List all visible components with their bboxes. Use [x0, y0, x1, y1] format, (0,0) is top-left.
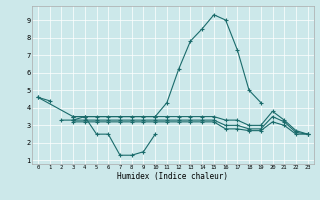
X-axis label: Humidex (Indice chaleur): Humidex (Indice chaleur)	[117, 172, 228, 181]
